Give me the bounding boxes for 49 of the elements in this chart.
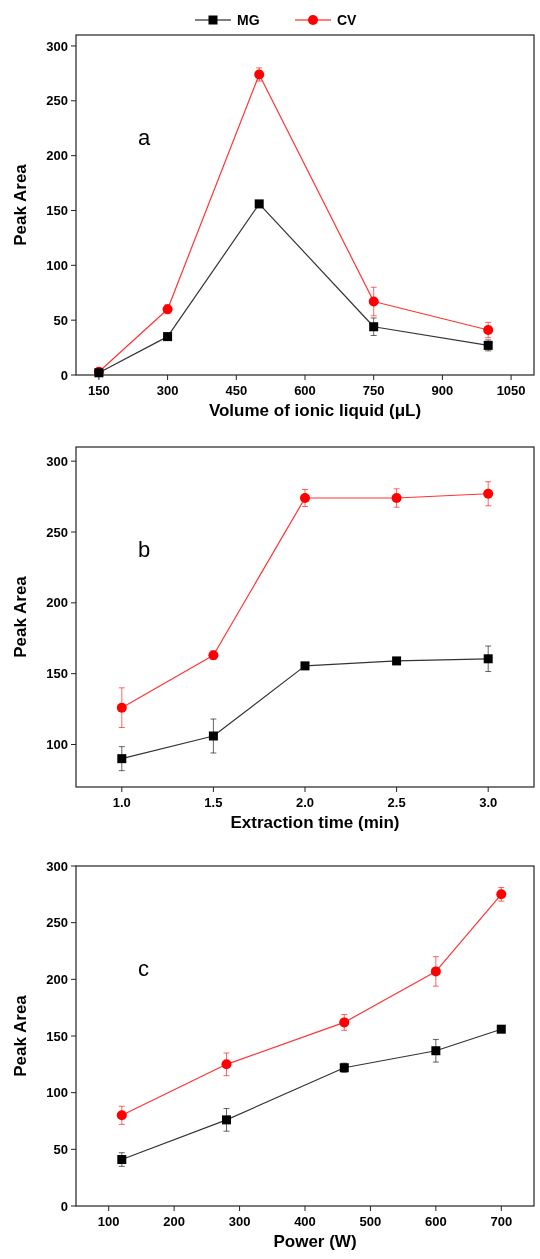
x-tick-label: 300 bbox=[228, 1214, 251, 1229]
x-axis-title: Extraction time (min) bbox=[230, 813, 400, 832]
x-axis-title: Volume of ionic liquid (μL) bbox=[208, 401, 422, 420]
y-tick-label: 200 bbox=[46, 595, 68, 611]
x-tick-label: 3.0 bbox=[479, 795, 498, 810]
x-tick-label: 700 bbox=[490, 1214, 513, 1229]
x-tick-label: 600 bbox=[294, 383, 316, 398]
x-tick-label: 500 bbox=[359, 1214, 382, 1229]
y-tick-label: 100 bbox=[46, 1085, 68, 1101]
y-axis-title: Peak Area bbox=[11, 163, 30, 246]
x-axis-title: Power (W) bbox=[273, 1232, 357, 1251]
y-axis-title: Peak Area bbox=[11, 575, 30, 658]
y-tick-label: 50 bbox=[53, 1141, 68, 1157]
legend-label: CV bbox=[337, 11, 358, 28]
y-tick-label: 0 bbox=[60, 367, 68, 383]
x-tick-label: 300 bbox=[156, 383, 179, 398]
x-tick-label: 1050 bbox=[496, 383, 526, 398]
x-tick-label: 1.0 bbox=[112, 795, 131, 810]
x-tick-label: 150 bbox=[88, 383, 110, 398]
legend-label: MG bbox=[237, 11, 260, 28]
x-tick-label: 200 bbox=[163, 1214, 185, 1229]
annotation: b bbox=[138, 537, 151, 562]
y-tick-label: 150 bbox=[46, 203, 68, 219]
y-tick-label: 200 bbox=[46, 148, 68, 164]
y-tick-label: 50 bbox=[53, 312, 68, 328]
x-tick-label: 2.0 bbox=[295, 795, 315, 810]
y-axis-title: Peak Area bbox=[11, 994, 30, 1077]
x-tick-label: 400 bbox=[294, 1214, 316, 1229]
x-tick-label: 450 bbox=[225, 383, 248, 398]
y-tick-label: 100 bbox=[46, 737, 68, 753]
annotation: a bbox=[138, 125, 151, 150]
x-tick-label: 900 bbox=[431, 383, 454, 398]
y-tick-label: 300 bbox=[46, 38, 68, 54]
y-tick-label: 300 bbox=[46, 858, 68, 874]
x-tick-label: 2.5 bbox=[387, 795, 406, 810]
y-tick-label: 250 bbox=[46, 93, 68, 109]
x-tick-label: 750 bbox=[362, 383, 385, 398]
y-tick-label: 300 bbox=[46, 453, 68, 469]
y-tick-label: 100 bbox=[46, 257, 68, 273]
y-tick-label: 150 bbox=[46, 666, 68, 682]
y-tick-label: 250 bbox=[46, 524, 68, 540]
x-tick-label: 600 bbox=[425, 1214, 447, 1229]
y-tick-label: 0 bbox=[60, 1198, 68, 1214]
annotation: c bbox=[138, 956, 149, 981]
x-tick-label: 1.5 bbox=[204, 795, 223, 810]
y-tick-label: 250 bbox=[46, 915, 68, 931]
y-tick-label: 200 bbox=[46, 971, 68, 987]
x-tick-label: 100 bbox=[97, 1214, 120, 1229]
y-tick-label: 150 bbox=[46, 1028, 68, 1044]
